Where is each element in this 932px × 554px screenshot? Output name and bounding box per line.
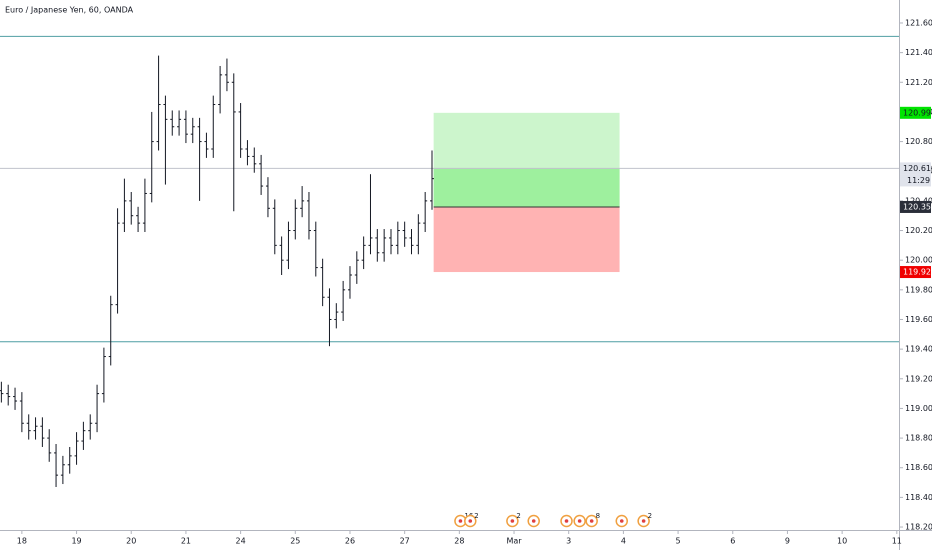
event-dot [458,519,463,523]
y-tick-label: 119.600 [905,315,932,324]
price-label-box [900,200,931,213]
x-tick-label: 27 [400,537,410,546]
event-count: 2 [648,512,652,520]
countdown-box [900,174,931,187]
x-tick-label: 9 [785,537,790,546]
x-tick-label: 26 [345,537,355,546]
price-label: 120.359 [903,202,932,211]
y-tick-label: 119.200 [905,374,932,383]
x-tick-label: 18 [17,537,27,546]
x-tick-label: 20 [126,537,136,546]
x-tick-label: 11 [892,537,902,546]
price-label-box [900,266,931,279]
x-tick-label: 10 [837,537,847,546]
x-tick-label: Mar [506,537,522,546]
y-tick-label: 121.600 [905,18,932,27]
x-tick-label: 3 [566,537,571,546]
event-dot [641,519,646,523]
x-tick-label: 25 [290,537,300,546]
open-profit [433,168,620,207]
y-tick-label: 121.200 [905,78,932,87]
y-tick-label: 119.000 [905,404,932,413]
event-count: 2 [516,512,520,520]
y-tick-label: 118.200 [905,523,932,532]
y-tick-label: 118.800 [905,434,932,443]
y-tick-label: 118.600 [905,463,932,472]
event-dot [531,519,536,523]
countdown: 11:29 [907,176,930,185]
event-dot [564,519,569,523]
x-tick-label: 5 [676,537,681,546]
event-count: 2 [474,512,478,520]
event-dot [589,519,594,523]
price-label: 120.619 [903,164,932,173]
chart-title: Euro / Japanese Yen, 60, OANDA [5,6,134,15]
x-tick-label: 6 [730,537,735,546]
stop-zone [433,206,620,273]
price-label: 120.994 [903,108,932,117]
event-count: 8 [596,512,600,520]
y-tick-label: 120.400 [905,196,932,205]
x-tick-label: 4 [621,537,626,546]
y-tick-label: 120.000 [905,256,932,265]
event-dot [577,519,582,523]
price-label: 119.920 [903,268,932,277]
x-tick-label: 21 [181,537,191,546]
y-tick-label: 119.800 [905,285,932,294]
x-tick-label: 28 [454,537,464,546]
event-dot [468,519,473,523]
x-tick-label: 24 [236,537,246,546]
price-label-box [900,106,931,119]
event-dot [619,519,624,523]
y-tick-label: 120.800 [905,137,932,146]
event-dot [510,519,515,523]
x-tick-label: 19 [71,537,81,546]
y-tick-label: 118.400 [905,493,932,502]
y-tick-label: 120.200 [905,226,932,235]
y-tick-label: 121.400 [905,48,932,57]
y-tick-label: 119.400 [905,345,932,354]
price-label-box [900,162,931,175]
